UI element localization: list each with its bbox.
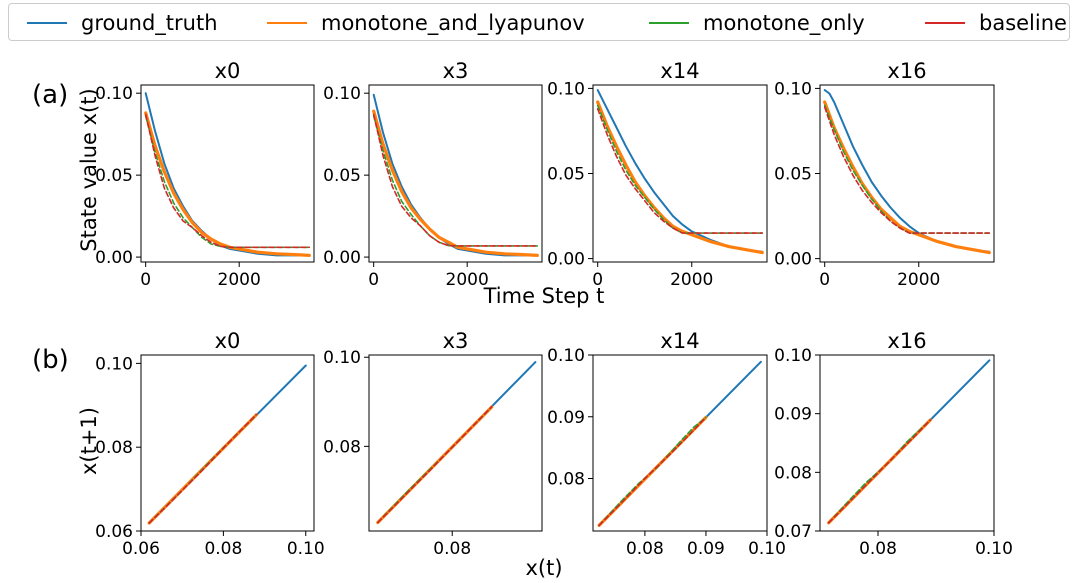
series-line-ground-truth xyxy=(825,90,990,252)
panel-1: 0 2000 0.00 0.05 0.10 x3 xyxy=(323,59,542,290)
x-tick-label: 0.08 xyxy=(626,539,664,559)
x-tick-label: 0 xyxy=(592,270,603,290)
y-tick-label: 0.05 xyxy=(95,166,133,186)
y-tick-label: 0.10 xyxy=(95,354,133,374)
row-b-tag: (b) xyxy=(32,345,69,375)
series-line-monotone-and-lyapunov xyxy=(146,113,310,256)
axes-frame xyxy=(593,85,767,262)
y-tick-label: 0.08 xyxy=(95,438,133,458)
panel-0: 0 2000 0.00 0.05 0.10 x0 xyxy=(95,59,314,290)
panel-title: x14 xyxy=(660,59,699,83)
panel-title: x16 xyxy=(887,329,926,353)
x-tick-label: 0 xyxy=(368,270,379,290)
series-line-monotone-and-lyapunov xyxy=(598,102,763,253)
x-tick-label: 2000 xyxy=(670,270,713,290)
y-tick-label: 0.00 xyxy=(774,250,812,270)
y-tick-label: 0.00 xyxy=(547,250,585,270)
x-tick-label: 0 xyxy=(140,270,151,290)
panel-title: x0 xyxy=(215,329,241,353)
x-tick-label: 0.08 xyxy=(859,539,897,559)
x-tick-label: 0.06 xyxy=(122,539,160,559)
y-tick-label: 0.05 xyxy=(323,166,361,186)
x-tick-label: 0.09 xyxy=(687,539,725,559)
y-tick-label: 0.10 xyxy=(547,346,585,366)
x-tick-label: 2000 xyxy=(446,270,489,290)
y-tick-label: 0.10 xyxy=(323,84,361,104)
y-tick-label: 0.08 xyxy=(323,437,361,457)
panel-3: 0 2000 0.00 0.05 0.10 x16 xyxy=(774,59,994,290)
series-line-baseline xyxy=(825,107,990,233)
x-tick-label: 0.10 xyxy=(748,539,786,559)
x-tick-label: 0.10 xyxy=(975,539,1013,559)
row-a-xlabel: Time Step t xyxy=(483,284,605,308)
panel-6: 0.08 0.09 0.10 0.08 0.09 0.10 x14 xyxy=(547,329,786,559)
y-tick-label: 0.10 xyxy=(547,79,585,99)
y-tick-label: 0.00 xyxy=(95,248,133,268)
y-tick-label: 0.09 xyxy=(547,408,585,428)
panel-4: 0.06 0.08 0.10 0.06 0.08 0.10 x0 xyxy=(95,329,325,559)
y-tick-label: 0.09 xyxy=(774,405,812,425)
y-tick-label: 0.08 xyxy=(774,463,812,483)
panel-5: 0.08 0.08 0.10 x3 xyxy=(323,329,542,559)
y-tick-label: 0.05 xyxy=(547,165,585,185)
y-tick-label: 0.08 xyxy=(547,470,585,490)
x-tick-label: 0.08 xyxy=(204,539,242,559)
y-tick-label: 0.10 xyxy=(774,79,812,99)
y-tick-label: 0.06 xyxy=(95,522,133,542)
y-tick-label: 0.05 xyxy=(774,165,812,185)
panel-title: x14 xyxy=(660,329,699,353)
series-line-baseline xyxy=(598,109,763,233)
panel-title: x0 xyxy=(215,59,241,83)
series-line-ground-truth xyxy=(598,90,763,252)
y-tick-label: 0.10 xyxy=(323,348,361,368)
axes-frame xyxy=(820,85,994,262)
x-tick-label: 2000 xyxy=(218,270,261,290)
y-tick-label: 0.07 xyxy=(774,522,812,542)
x-tick-label: 2000 xyxy=(897,270,940,290)
series-line-ground-truth xyxy=(374,95,538,256)
panel-title: x3 xyxy=(443,59,469,83)
row-a-tag: (a) xyxy=(32,80,68,110)
y-tick-label: 0.10 xyxy=(95,84,133,104)
panel-2: 0 2000 0.00 0.05 0.10 x14 xyxy=(547,59,767,290)
series-line-monotone-and-lyapunov xyxy=(825,102,990,253)
x-tick-label: 0 xyxy=(819,270,830,290)
y-tick-label: 0.10 xyxy=(774,346,812,366)
series-line-baseline xyxy=(378,407,492,523)
panel-7: 0.08 0.10 0.07 0.08 0.09 0.10 x16 xyxy=(774,329,1013,559)
x-tick-label: 0.10 xyxy=(287,539,325,559)
axes-frame xyxy=(141,85,314,262)
series-line-ground-truth xyxy=(146,93,310,255)
panel-title: x16 xyxy=(887,59,926,83)
series-line-baseline xyxy=(829,420,931,523)
row-b-xlabel: x(t) xyxy=(525,556,562,580)
x-tick-label: 0.08 xyxy=(433,539,471,559)
y-tick-label: 0.00 xyxy=(323,248,361,268)
panel-title: x3 xyxy=(443,329,469,353)
series-line-monotone-and-lyapunov xyxy=(374,111,538,255)
